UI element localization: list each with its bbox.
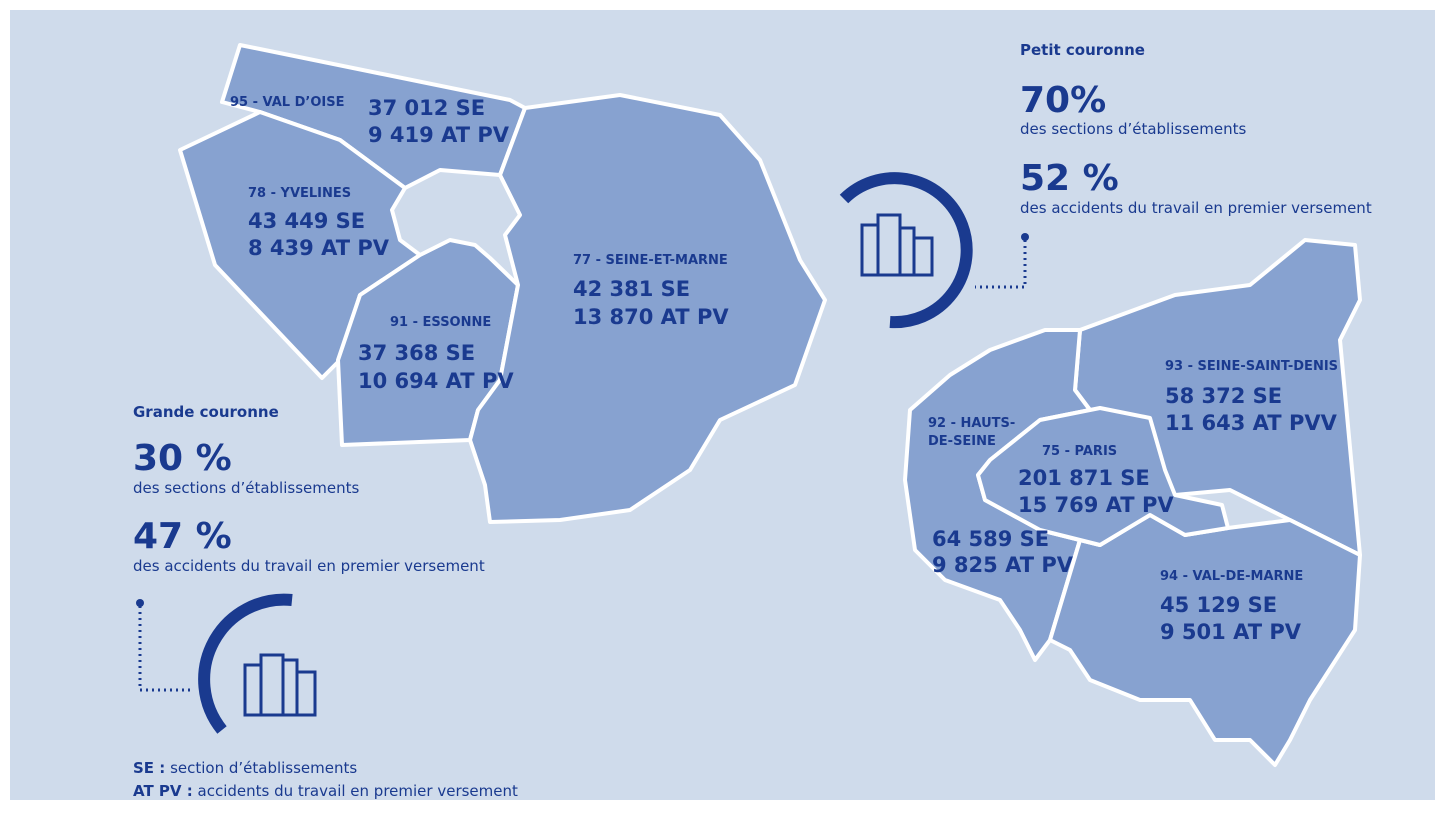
stat-value: 47 % xyxy=(133,516,232,557)
stat-label: des sections d’établissements xyxy=(133,479,359,497)
building-icon xyxy=(243,653,317,717)
dept-atpv: 10 694 AT PV xyxy=(358,369,514,393)
dept-se: 64 589 SE xyxy=(932,527,1049,551)
stat-value: 70% xyxy=(1020,80,1106,121)
dept-atpv: 15 769 AT PV xyxy=(1018,493,1174,517)
stat-label: des accidents du travail en premier vers… xyxy=(1020,199,1372,217)
dept-atpv: 11 643 AT PVV xyxy=(1165,411,1338,435)
leader-dot xyxy=(136,599,144,607)
dept-se: 58 372 SE xyxy=(1165,384,1282,408)
dept-se: 45 129 SE xyxy=(1160,593,1277,617)
dept-name: 91 - ESSONNE xyxy=(390,315,491,330)
dept-se: 42 381 SE xyxy=(573,277,690,301)
legend-entry: SE : section d’établissements xyxy=(133,759,357,777)
legend-definition: accidents du travail en premier versemen… xyxy=(198,782,518,800)
region-78 xyxy=(178,110,422,380)
dept-name: DE-SEINE xyxy=(928,434,996,449)
dept-se: 37 012 SE xyxy=(368,96,485,120)
dept-name: 78 - YVELINES xyxy=(248,186,351,201)
dept-atpv: 9 419 AT PV xyxy=(368,123,510,147)
region-75 xyxy=(976,406,1230,547)
dept-se: 43 449 SE xyxy=(248,209,365,233)
legend-entry: AT PV : accidents du travail en premier … xyxy=(133,782,518,800)
dept-se: 37 368 SE xyxy=(358,341,475,365)
ring xyxy=(198,593,293,734)
region-77 xyxy=(468,93,827,524)
section-title: Grande couronne xyxy=(133,403,279,421)
legend-term: AT PV : xyxy=(133,782,193,800)
dept-name: 75 - PARIS xyxy=(1042,444,1117,459)
dept-name: 92 - HAUTS- xyxy=(928,416,1015,431)
dept-se: 201 871 SE xyxy=(1018,466,1150,490)
stat-value: 30 % xyxy=(133,438,232,479)
dept-atpv: 9 825 AT PV xyxy=(932,553,1074,577)
legend-term: SE : xyxy=(133,759,165,777)
dept-atpv: 8 439 AT PV xyxy=(248,236,390,260)
dept-atpv: 13 870 AT PV xyxy=(573,305,729,329)
region-95 xyxy=(220,43,527,190)
leader-line xyxy=(138,606,190,692)
building-icon xyxy=(860,213,934,277)
stat-label: des accidents du travail en premier vers… xyxy=(133,557,485,575)
stat-label: des sections d’établissements xyxy=(1020,120,1246,138)
dept-name: 77 - SEINE-ET-MARNE xyxy=(573,253,728,268)
ring xyxy=(839,172,973,329)
dept-atpv: 9 501 AT PV xyxy=(1160,620,1302,644)
dept-name: 93 - SEINE-SAINT-DENIS xyxy=(1165,359,1338,374)
leader-dot xyxy=(1021,233,1029,241)
legend-definition: section d’établissements xyxy=(170,759,357,777)
stat-value: 52 % xyxy=(1020,158,1119,199)
dept-name: 95 - VAL D’OISE xyxy=(230,95,344,110)
dept-name: 94 - VAL-DE-MARNE xyxy=(1160,569,1303,584)
section-title: Petit couronne xyxy=(1020,41,1145,59)
